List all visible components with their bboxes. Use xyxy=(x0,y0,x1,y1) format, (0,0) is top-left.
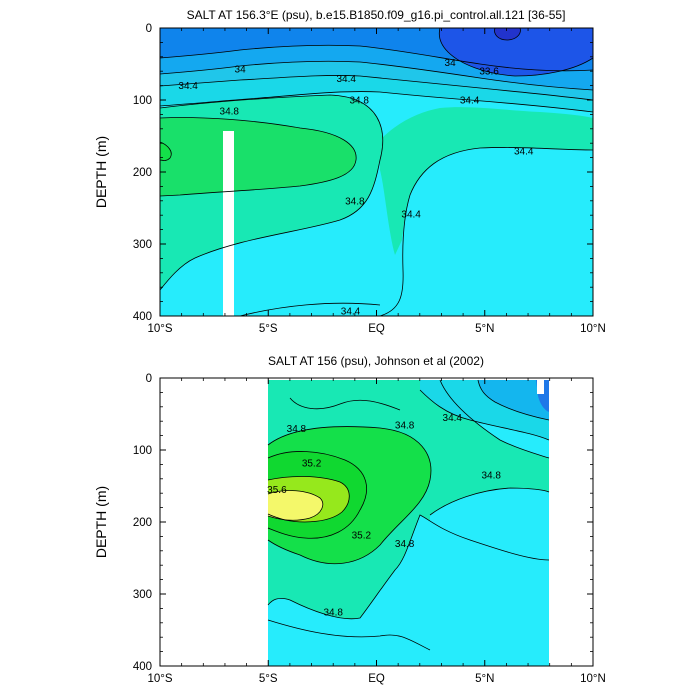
bottom-x-tick-label: 5°N xyxy=(475,673,494,685)
bottom-x-tick-label: 10°S xyxy=(147,673,172,685)
bottom-x-tick-label: 5°S xyxy=(259,673,278,685)
top-contour-labels: 34 34 34.4 34.4 34.4 34.4 34.4 34.4 34.8 34.8 34.8… xyxy=(178,58,533,317)
top-missing-band xyxy=(223,131,234,316)
top-y-axis-label: DEPTH (m) xyxy=(93,136,109,208)
top-fill-34p8-east xyxy=(380,107,593,255)
bottom-fill-36p4-core xyxy=(268,490,323,521)
bottom-y-tick-label: 200 xyxy=(133,517,152,529)
top-chart-title: SALT AT 156.3°E (psu), b.e15.B1850.f09_g… xyxy=(187,8,566,22)
top-x-tick-label: 5°S xyxy=(259,323,278,335)
bottom-missing-surface xyxy=(537,380,544,394)
top-contour-label: 34 xyxy=(445,58,457,69)
bottom-contour-label: 35.2 xyxy=(302,458,322,469)
top-contour-label: 34.4 xyxy=(514,147,534,158)
bottom-contour-lines xyxy=(267,379,550,651)
bottom-x-tick-label: 10°N xyxy=(580,673,606,685)
top-contour-label: 34.4 xyxy=(341,306,361,317)
top-x-tick-label: 5°N xyxy=(475,323,494,335)
bottom-contour-fill xyxy=(267,379,550,666)
bottom-contour-label: 34.4 xyxy=(443,413,463,424)
top-contour-fill xyxy=(160,28,593,316)
bottom-contour-label: 34.8 xyxy=(323,608,343,619)
top-x-tick-label: 10°S xyxy=(147,323,172,335)
bottom-fill-34p4-interior xyxy=(430,488,549,666)
top-y-tick-label: 300 xyxy=(133,239,152,251)
bottom-contour-labels: 34.8 34.8 34.8 34.8 34.8 34.4 35.2 35.2 35.6 xyxy=(267,413,501,618)
bottom-y-tick-label: 400 xyxy=(133,661,152,673)
top-contour-label: 34.4 xyxy=(401,209,421,220)
top-fill-35p2-core xyxy=(160,117,357,196)
top-fill-35p6-tip xyxy=(160,142,172,161)
bottom-y-axis-label: DEPTH (m) xyxy=(93,486,109,558)
top-fill-32p4-core xyxy=(494,28,521,40)
top-y-tick-label: 100 xyxy=(133,95,152,107)
top-contour-label: 34.8 xyxy=(345,196,365,207)
top-axes: 10°S 5°S EQ 5°N 10°N 0 100 200 300 400 xyxy=(133,23,606,335)
top-contour-lines xyxy=(160,28,593,316)
bottom-contour-label: 34.8 xyxy=(287,424,307,435)
bottom-y-tick-label: 300 xyxy=(133,589,152,601)
bottom-contour-label: 34.8 xyxy=(482,471,502,482)
top-contour-label: 34.8 xyxy=(220,106,240,117)
top-y-tick-label: 0 xyxy=(146,23,152,35)
top-contour-label: 33.6 xyxy=(479,67,499,78)
top-contour-label: 34.8 xyxy=(349,96,369,107)
bottom-fill-34p0-east xyxy=(478,380,549,420)
top-contour-label: 34.4 xyxy=(178,81,198,92)
top-contour-label: 34.4 xyxy=(336,74,356,85)
bottom-contour-label: 35.2 xyxy=(352,530,372,541)
observed-salinity-panel: SALT AT 156 (psu), Johnson et al (2002) … xyxy=(93,354,606,685)
bottom-axes: 10°S 5°S EQ 5°N 10°N 0 100 200 300 400 xyxy=(133,373,606,685)
bottom-y-tick-label: 0 xyxy=(146,373,152,385)
top-y-tick-label: 400 xyxy=(133,311,152,323)
bottom-y-tick-label: 100 xyxy=(133,445,152,457)
model-salinity-panel: SALT AT 156.3°E (psu), b.e15.B1850.f09_g… xyxy=(93,8,606,335)
top-contour-label: 34 xyxy=(235,65,247,76)
bottom-chart-title: SALT AT 156 (psu), Johnson et al (2002) xyxy=(268,354,484,368)
top-x-tick-label: EQ xyxy=(368,323,385,335)
bottom-contour-label: 34.8 xyxy=(395,539,415,550)
top-y-tick-label: 200 xyxy=(133,167,152,179)
bottom-contour-label: 35.6 xyxy=(267,485,287,496)
top-x-tick-label: 10°N xyxy=(580,323,606,335)
top-contour-label: 34.4 xyxy=(460,96,480,107)
bottom-contour-label: 34.8 xyxy=(395,420,415,431)
bottom-x-tick-label: EQ xyxy=(368,673,385,685)
